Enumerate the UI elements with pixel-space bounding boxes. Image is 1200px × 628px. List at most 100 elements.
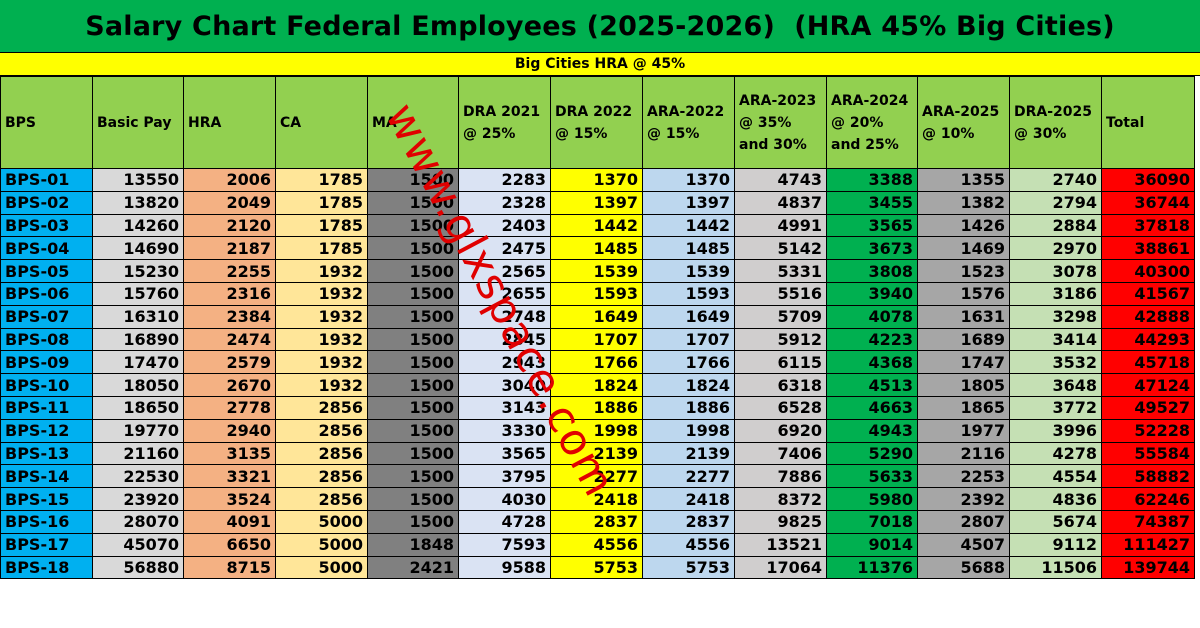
ca-cell: 2856 xyxy=(275,418,368,443)
dra-2025-cell: 3414 xyxy=(1009,327,1102,352)
dra-2025-cell: 3186 xyxy=(1009,281,1102,306)
ca-cell: 2856 xyxy=(275,487,368,511)
bps-cell: BPS-11 xyxy=(0,395,93,420)
ara-2024-cell: 3808 xyxy=(826,259,918,283)
ca-cell: 2856 xyxy=(275,464,368,489)
ara-2022-cell: 1370 xyxy=(642,168,735,192)
hra-cell: 2006 xyxy=(183,168,276,192)
ara-2022-cell: 2277 xyxy=(642,464,735,489)
ara-2022-cell: 1766 xyxy=(642,350,735,375)
ma-cell: 1500 xyxy=(367,464,459,489)
hra-cell: 3524 xyxy=(183,487,276,511)
ara-2024-cell: 4943 xyxy=(826,418,918,443)
ma-cell: 1500 xyxy=(367,441,459,466)
dra-2022-cell: 2418 xyxy=(550,487,643,511)
basic-pay-cell: 14690 xyxy=(92,236,184,261)
dra-2022-cell: 1370 xyxy=(550,168,643,192)
ara-2025-cell: 5688 xyxy=(917,555,1010,580)
dra-2022-cell: 1707 xyxy=(550,327,643,352)
col-header-bps: BPS xyxy=(0,76,93,169)
total-cell: 45718 xyxy=(1101,350,1195,375)
dra-2021-cell: 9588 xyxy=(458,555,551,580)
ara-2023-cell: 6528 xyxy=(734,395,827,420)
ma-cell: 1500 xyxy=(367,281,459,306)
ara-2024-cell: 9014 xyxy=(826,532,918,557)
ma-cell: 1500 xyxy=(367,509,459,534)
dra-2021-cell: 2475 xyxy=(458,236,551,261)
table-row: BPS-13 21160 3135 2856 1500 3565 2139 2139 7406 5… xyxy=(0,441,1195,466)
dra-2025-cell: 3298 xyxy=(1009,304,1102,329)
dra-2021-cell: 2655 xyxy=(458,281,551,306)
basic-pay-cell: 13550 xyxy=(92,168,184,192)
hra-cell: 8715 xyxy=(183,555,276,580)
dra-2022-cell: 1397 xyxy=(550,190,643,215)
ara-2025-cell: 1689 xyxy=(917,327,1010,352)
basic-pay-cell: 16310 xyxy=(92,304,184,329)
basic-pay-cell: 15760 xyxy=(92,281,184,306)
dra-2025-cell: 2794 xyxy=(1009,190,1102,215)
ara-2025-cell: 1576 xyxy=(917,281,1010,306)
ca-cell: 1932 xyxy=(275,350,368,375)
hra-cell: 2187 xyxy=(183,236,276,261)
page-title: Salary Chart Federal Employees (2025-202… xyxy=(85,10,1115,42)
dra-2022-cell: 1442 xyxy=(550,213,643,238)
bps-cell: BPS-14 xyxy=(0,464,93,489)
subtitle-bar: Big Cities HRA @ 45% xyxy=(0,53,1200,76)
dra-2021-cell: 3143 xyxy=(458,395,551,420)
dra-2021-cell: 3330 xyxy=(458,418,551,443)
ca-cell: 1932 xyxy=(275,373,368,397)
ara-2022-cell: 2139 xyxy=(642,441,735,466)
header-row: BPS Basic Pay HRA CA MA DRA 2021 @ 25% D… xyxy=(0,76,1195,169)
ma-cell: 2421 xyxy=(367,555,459,580)
dra-2025-cell: 4836 xyxy=(1009,487,1102,511)
total-cell: 55584 xyxy=(1101,441,1195,466)
ara-2022-cell: 1707 xyxy=(642,327,735,352)
ara-2022-cell: 1593 xyxy=(642,281,735,306)
ara-2023-cell: 6115 xyxy=(734,350,827,375)
ara-2022-cell: 5753 xyxy=(642,555,735,580)
dra-2021-cell: 2565 xyxy=(458,259,551,283)
ara-2023-cell: 9825 xyxy=(734,509,827,534)
dra-2025-cell: 2970 xyxy=(1009,236,1102,261)
table-row: BPS-01 13550 2006 1785 1500 2283 1370 1370 4743 3… xyxy=(0,168,1195,192)
title-bar: Salary Chart Federal Employees (2025-202… xyxy=(0,0,1200,53)
ara-2022-cell: 2837 xyxy=(642,509,735,534)
table-row: BPS-03 14260 2120 1785 1500 2403 1442 1442 4991 3… xyxy=(0,213,1195,238)
total-cell: 44293 xyxy=(1101,327,1195,352)
ara-2023-cell: 13521 xyxy=(734,532,827,557)
ara-2025-cell: 1865 xyxy=(917,395,1010,420)
bps-cell: BPS-17 xyxy=(0,532,93,557)
ara-2024-cell: 4223 xyxy=(826,327,918,352)
ca-cell: 1785 xyxy=(275,190,368,215)
col-header-dra-2021: DRA 2021 @ 25% xyxy=(458,76,551,169)
basic-pay-cell: 22530 xyxy=(92,464,184,489)
ara-2022-cell: 1442 xyxy=(642,213,735,238)
ara-2023-cell: 7406 xyxy=(734,441,827,466)
ara-2024-cell: 4663 xyxy=(826,395,918,420)
dra-2021-cell: 3795 xyxy=(458,464,551,489)
basic-pay-cell: 56880 xyxy=(92,555,184,580)
ara-2022-cell: 4556 xyxy=(642,532,735,557)
table-row: BPS-04 14690 2187 1785 1500 2475 1485 1485 5142 3… xyxy=(0,236,1195,261)
ara-2024-cell: 3673 xyxy=(826,236,918,261)
col-header-total: Total xyxy=(1101,76,1195,169)
ara-2023-cell: 4743 xyxy=(734,168,827,192)
salary-table: BPS Basic Pay HRA CA MA DRA 2021 @ 25% D… xyxy=(0,76,1195,580)
ara-2025-cell: 1382 xyxy=(917,190,1010,215)
hra-cell: 2670 xyxy=(183,373,276,397)
ara-2024-cell: 3388 xyxy=(826,168,918,192)
ara-2025-cell: 4507 xyxy=(917,532,1010,557)
ara-2022-cell: 1649 xyxy=(642,304,735,329)
ma-cell: 1848 xyxy=(367,532,459,557)
dra-2021-cell: 7593 xyxy=(458,532,551,557)
total-cell: 58882 xyxy=(1101,464,1195,489)
total-cell: 40300 xyxy=(1101,259,1195,283)
ca-cell: 1785 xyxy=(275,168,368,192)
bps-cell: BPS-10 xyxy=(0,373,93,397)
ara-2025-cell: 1523 xyxy=(917,259,1010,283)
ca-cell: 1932 xyxy=(275,259,368,283)
ara-2023-cell: 7886 xyxy=(734,464,827,489)
total-cell: 111427 xyxy=(1101,532,1195,557)
dra-2025-cell: 3648 xyxy=(1009,373,1102,397)
dra-2025-cell: 2884 xyxy=(1009,213,1102,238)
